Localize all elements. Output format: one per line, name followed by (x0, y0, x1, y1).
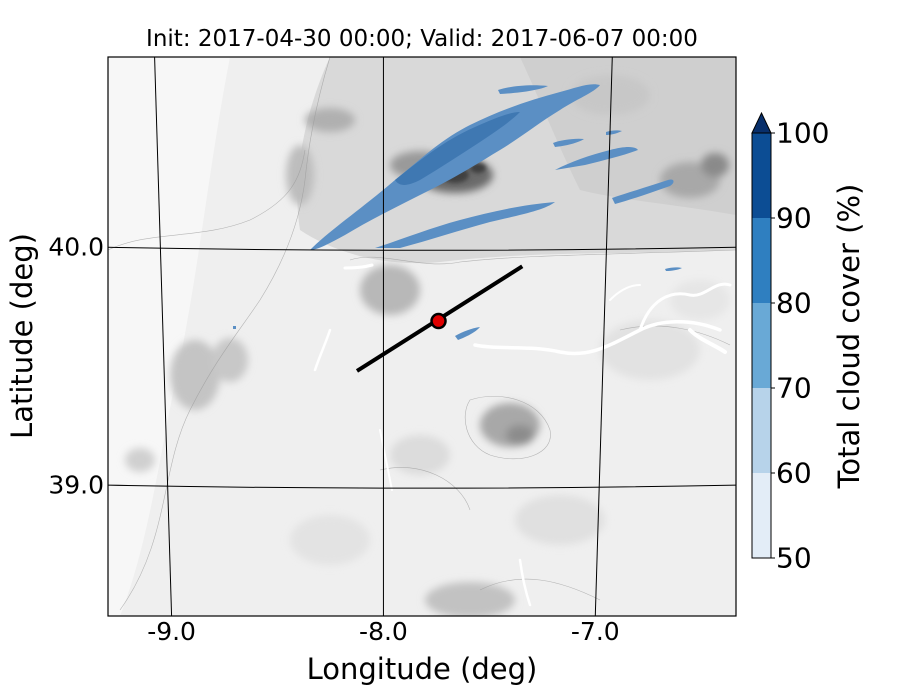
transect-layer (355, 264, 524, 373)
colorbar-segment (752, 218, 771, 303)
graticule (108, 57, 736, 616)
colorbar-tick-label: 50 (776, 541, 812, 575)
colorbar-segment (752, 303, 771, 388)
cloud-band-lower (375, 202, 555, 248)
colorbar-segment (752, 133, 771, 218)
colorbar-tick-label: 80 (776, 286, 812, 320)
x-tick-label: -8.0 (359, 617, 408, 646)
cloud-band-small-1 (553, 138, 584, 147)
cloud-band-main (310, 84, 600, 250)
terrain-background (108, 57, 736, 616)
colorbar-extend-arrow (751, 111, 772, 134)
cloud-band-upper (498, 85, 548, 94)
y-axis-label: Latitude (deg) (5, 233, 39, 439)
x-axis-label: Longitude (deg) (306, 652, 538, 686)
cloud-patch-east (665, 267, 682, 271)
colorbar-segment (752, 388, 771, 473)
colorbar-segment (752, 473, 771, 558)
meridian-line (594, 57, 613, 616)
colorbar-tick-label: 70 (776, 371, 812, 405)
cloud-band-east-1 (555, 147, 638, 170)
cloud-patch-center (455, 327, 480, 340)
colorbar-tick-label: 100 (776, 116, 830, 150)
colorbar-frame (751, 132, 772, 559)
colorbar-tick-label: 90 (776, 201, 812, 235)
colorbar (751, 111, 775, 559)
parallel-line (108, 484, 736, 489)
cloud-band-east-2 (612, 179, 674, 204)
y-tick-label: 39.0 (48, 470, 104, 500)
colorbar-tick-label: 60 (776, 456, 812, 490)
colorbar-label: Total cloud cover (%) (832, 183, 866, 489)
parallel-line (108, 246, 736, 251)
y-tick-label: 40.0 (48, 232, 104, 262)
map-frame (107, 56, 737, 617)
x-tick-label: -9.0 (147, 617, 196, 646)
cloud-band-main-core (395, 112, 520, 185)
x-tick-label: -7.0 (570, 617, 620, 646)
chart-title: Init: 2017-04-30 00:00; Valid: 2017-06-0… (146, 26, 698, 52)
meridian-line (154, 57, 173, 616)
cloud-patch-west (233, 326, 236, 329)
cloud-cover-regions (233, 84, 682, 340)
location-marker (430, 312, 447, 330)
